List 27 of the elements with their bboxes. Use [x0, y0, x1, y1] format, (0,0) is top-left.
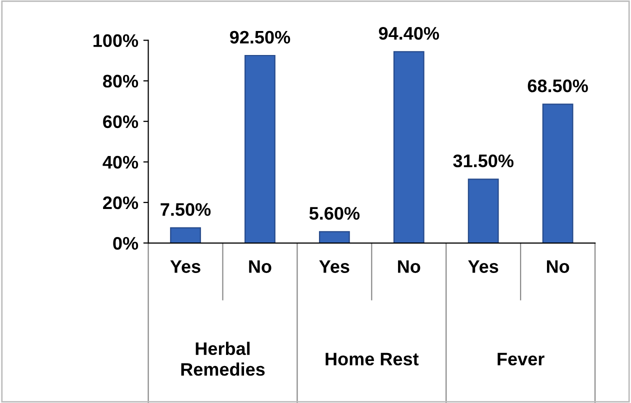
y-tick-label: 0%: [113, 236, 138, 250]
y-tick-label: 80%: [103, 74, 138, 88]
bar: [318, 231, 350, 244]
data-label: 5.60%: [309, 206, 360, 220]
x-tick-label: Yes: [468, 260, 498, 273]
data-label: 94.40%: [378, 26, 440, 40]
text: Home Rest: [326, 352, 419, 366]
bar: [170, 227, 201, 244]
x-tick-label: No: [546, 260, 570, 273]
bar: [244, 54, 276, 244]
y-tick-label: 40%: [102, 156, 138, 169]
data-label: 7.50%: [160, 203, 211, 216]
x-tick-label: Yes: [170, 260, 200, 273]
y-tick-label: 100%: [94, 34, 138, 48]
x-tick-label: Yes: [319, 260, 350, 273]
text: Herbal Remedies: [181, 342, 265, 376]
y-tick-label: 20%: [103, 196, 138, 210]
y-tick-label: 60%: [103, 115, 138, 128]
bar: [542, 104, 574, 244]
text: Fever: [498, 352, 544, 366]
bar: [393, 51, 424, 244]
data-label: 68.50%: [528, 79, 588, 92]
x-tick-label: No: [398, 260, 420, 273]
data-label: 92.50%: [230, 30, 290, 44]
data-label: 31.50%: [453, 154, 514, 168]
x-tick-label: No: [249, 260, 272, 273]
bar: [468, 178, 499, 244]
